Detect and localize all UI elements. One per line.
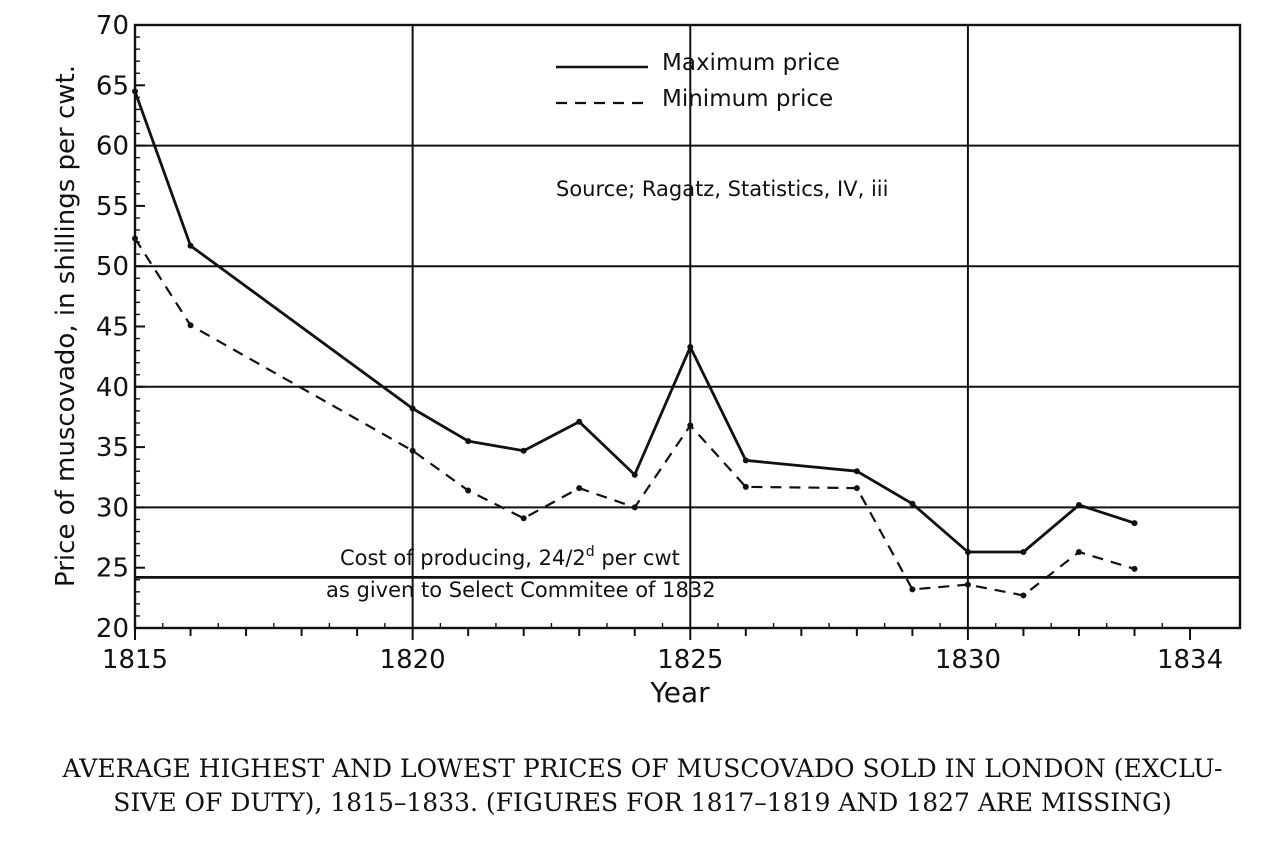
point-minimum-price-1833: [1131, 565, 1138, 572]
point-maximum-price-1832: [1075, 501, 1082, 508]
y-tick-label-45: 45: [96, 313, 129, 343]
point-maximum-price-1821: [465, 438, 472, 445]
point-maximum-price-1833: [1131, 520, 1138, 527]
point-minimum-price-1828: [853, 485, 860, 492]
point-minimum-price-1826: [742, 483, 749, 490]
point-maximum-price-1816: [187, 242, 194, 249]
caption-line-2: SIVE OF DUTY), 1815–1833. (FIGURES FOR 1…: [113, 788, 1172, 817]
x-axis-title: Year: [649, 676, 710, 709]
y-tick-label-30: 30: [96, 493, 129, 523]
series-line-minimum-price: [134, 237, 1135, 597]
point-minimum-price-1821: [465, 487, 472, 494]
caption-line-1: AVERAGE HIGHEST AND LOWEST PRICES OF MUS…: [62, 754, 1223, 783]
x-tick-label-1834: 1834: [1157, 645, 1223, 675]
legend-min-label: Minimum price: [662, 86, 833, 112]
point-maximum-price-1820: [409, 405, 416, 412]
y-tick-label-35: 35: [96, 433, 129, 463]
y-tick-label-65: 65: [96, 71, 129, 101]
cost-label: Cost of producing, 24/2d per cwt as give…: [326, 544, 716, 602]
point-maximum-price-1823: [576, 418, 583, 425]
y-tick-label-70: 70: [96, 11, 129, 41]
cost-label-main: Cost of producing, 24/2: [340, 546, 586, 570]
point-minimum-price-1831: [1020, 592, 1027, 599]
x-tick-label-1825: 1825: [657, 645, 723, 675]
y-tick-label-25: 25: [96, 554, 129, 584]
series-lines: [132, 88, 1138, 599]
cost-label-line2: as given to Select Commitee of 1832: [326, 578, 716, 602]
point-minimum-price-1824: [631, 504, 638, 511]
y-tick-label-40: 40: [96, 373, 129, 403]
point-minimum-price-1822: [520, 515, 527, 522]
figure-caption: AVERAGE HIGHEST AND LOWEST PRICES OF MUS…: [0, 752, 1285, 820]
x-tick-label-1820: 1820: [380, 645, 446, 675]
y-tick-label-50: 50: [96, 252, 129, 282]
x-tick-label-1815: 1815: [102, 645, 168, 675]
series-line-maximum-price: [133, 90, 1135, 554]
point-maximum-price-1825: [687, 344, 694, 351]
point-minimum-price-1830: [964, 581, 971, 588]
axes: 20 25 30 35 40 45 50 55 60 65 70 1815 1820 1825 1830 18…: [96, 11, 1242, 675]
legend-max-label: Maximum price: [662, 50, 840, 76]
point-minimum-price-1825: [687, 422, 694, 429]
y-tick-label-20: 20: [96, 614, 129, 644]
point-minimum-price-1823: [576, 485, 583, 492]
y-tick-label-60: 60: [96, 132, 129, 162]
point-maximum-price-1826: [742, 457, 749, 464]
point-maximum-price-1828: [853, 468, 860, 475]
point-maximum-price-1831: [1020, 549, 1027, 556]
point-minimum-price-1820: [409, 447, 416, 454]
point-minimum-price-1829: [909, 586, 916, 593]
point-minimum-price-1832: [1075, 549, 1082, 556]
y-axis-title: Price of muscovado, in shillings per cwt…: [51, 65, 81, 587]
y-tick-label-55: 55: [96, 192, 129, 222]
x-tick-label-1830: 1830: [935, 645, 1001, 675]
point-maximum-price-1830: [964, 549, 971, 556]
source-note: Source; Ragatz, Statistics, IV, iii: [556, 177, 888, 201]
cost-label-end: per cwt: [595, 546, 680, 570]
price-chart: 20 25 30 35 40 45 50 55 60 65 70 1815 1820 1825 1830 18…: [51, 11, 1242, 709]
grid: [135, 25, 1240, 628]
point-maximum-price-1824: [631, 471, 638, 478]
point-minimum-price-1816: [187, 322, 194, 329]
cost-label-superscript: d: [586, 544, 595, 560]
legend: Maximum price Minimum price: [556, 50, 840, 112]
point-maximum-price-1829: [909, 500, 916, 507]
point-maximum-price-1822: [520, 447, 527, 454]
cost-label-line1: Cost of producing, 24/2d per cwt: [340, 544, 680, 570]
